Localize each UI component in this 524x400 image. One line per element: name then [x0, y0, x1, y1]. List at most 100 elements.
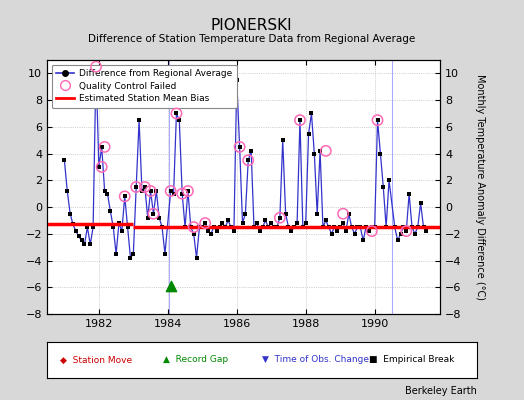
Point: [215, 224, 224, 230]
Point: [264, 224, 272, 230]
Point: [287, 228, 296, 234]
Point: [322, 148, 330, 154]
Point: [273, 224, 281, 230]
Point: [201, 220, 210, 226]
Point: [339, 220, 347, 226]
Text: ▲  Record Gap: ▲ Record Gap: [163, 356, 228, 364]
Point: [140, 184, 149, 190]
Point: [405, 190, 413, 197]
Point: [419, 224, 428, 230]
Point: [299, 224, 307, 230]
Text: ◆  Station Move: ◆ Station Move: [60, 356, 132, 364]
Point: [244, 157, 253, 164]
Point: [301, 220, 310, 226]
Point: [235, 144, 244, 150]
Point: [316, 148, 324, 154]
Point: [351, 230, 359, 237]
Point: [210, 224, 218, 230]
Point: [394, 237, 402, 244]
Point: [129, 251, 137, 257]
Point: [167, 188, 175, 194]
Point: [101, 144, 109, 150]
Point: [396, 230, 405, 237]
Legend: Difference from Regional Average, Quality Control Failed, Estimated Station Mean: Difference from Regional Average, Qualit…: [52, 64, 236, 108]
Y-axis label: Monthly Temperature Anomaly Difference (°C): Monthly Temperature Anomaly Difference (…: [475, 74, 485, 300]
Point: [169, 190, 178, 197]
Point: [353, 224, 362, 230]
Point: [72, 228, 80, 234]
Point: [178, 190, 187, 197]
Point: [175, 117, 183, 123]
Point: [324, 224, 333, 230]
Point: [66, 210, 74, 217]
Point: [333, 228, 342, 234]
Point: [276, 214, 284, 221]
Point: [144, 214, 152, 221]
Point: [399, 224, 408, 230]
Point: [101, 188, 109, 194]
Point: [402, 228, 410, 234]
Point: [184, 188, 192, 194]
Point: [172, 110, 181, 117]
Point: [60, 157, 69, 164]
Point: [146, 188, 155, 194]
Point: [121, 193, 129, 200]
Point: [402, 228, 410, 234]
Point: [270, 224, 278, 230]
Point: [224, 217, 232, 224]
Point: [103, 190, 112, 197]
Point: [92, 64, 100, 70]
Point: [78, 237, 86, 244]
Point: [201, 220, 210, 226]
Point: [167, 283, 175, 289]
Point: [267, 220, 276, 226]
Point: [155, 214, 163, 221]
Point: [235, 144, 244, 150]
Point: [247, 148, 255, 154]
Point: [241, 210, 249, 217]
Point: [368, 228, 376, 234]
Point: [250, 224, 258, 230]
Point: [190, 230, 198, 237]
Point: [411, 230, 419, 237]
Point: [109, 224, 117, 230]
Point: [192, 255, 201, 261]
Point: [313, 210, 321, 217]
Text: ■  Empirical Break: ■ Empirical Break: [369, 356, 455, 364]
Point: [80, 241, 89, 248]
Point: [167, 188, 175, 194]
Point: [132, 184, 140, 190]
Point: [359, 237, 367, 244]
Point: [330, 224, 339, 230]
Text: Difference of Station Temperature Data from Regional Average: Difference of Station Temperature Data f…: [88, 34, 415, 44]
Point: [86, 241, 94, 248]
Point: [336, 224, 344, 230]
Point: [356, 224, 365, 230]
Point: [74, 233, 83, 240]
Point: [146, 188, 155, 194]
Point: [345, 210, 353, 217]
Point: [233, 77, 241, 83]
Point: [106, 208, 115, 214]
Point: [376, 150, 385, 157]
Point: [184, 188, 192, 194]
Point: [178, 190, 187, 197]
Point: [140, 184, 149, 190]
Point: [221, 224, 230, 230]
Point: [63, 188, 71, 194]
Point: [238, 220, 247, 226]
Text: PIONERSKI: PIONERSKI: [211, 18, 292, 33]
Point: [293, 220, 301, 226]
Point: [69, 221, 77, 228]
Point: [276, 214, 284, 221]
Point: [181, 224, 189, 230]
Point: [281, 210, 290, 217]
Point: [307, 110, 315, 117]
Point: [370, 224, 379, 230]
Point: [310, 150, 319, 157]
Point: [413, 224, 422, 230]
Point: [138, 188, 146, 194]
Point: [152, 188, 160, 194]
Point: [218, 220, 226, 226]
Point: [121, 193, 129, 200]
